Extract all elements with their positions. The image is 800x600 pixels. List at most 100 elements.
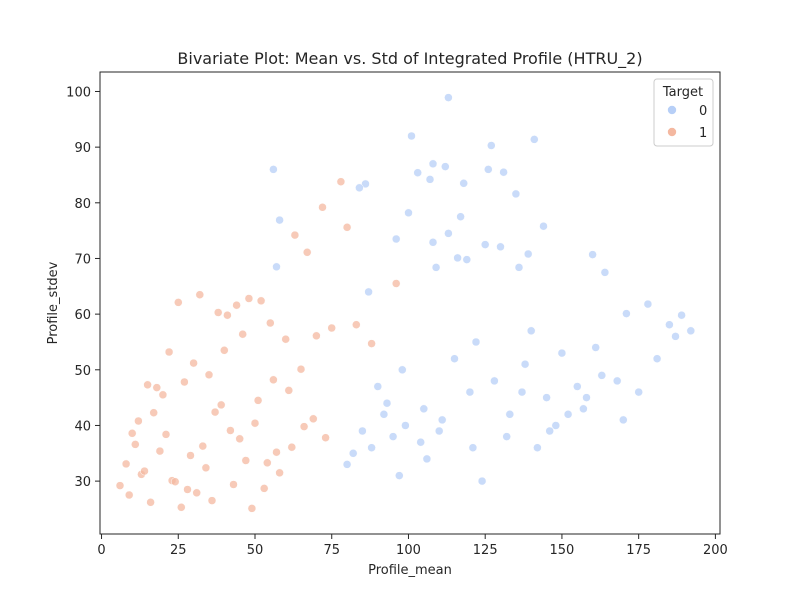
scatter-point-target-1 <box>127 429 137 438</box>
scatter-point-target-1 <box>275 468 284 478</box>
scatter-point-target-0 <box>275 215 284 225</box>
scatter-point-target-1 <box>158 390 168 400</box>
scatter-point-target-1 <box>238 329 247 339</box>
y-tick-label: 100 <box>66 85 91 100</box>
scatter-point-target-1 <box>266 318 275 328</box>
scatter-point-target-1 <box>170 477 180 486</box>
scatter-point-target-1 <box>213 308 223 317</box>
y-tick-label: 70 <box>74 252 91 267</box>
scatter-point-target-1 <box>391 279 401 288</box>
legend-label-0: 0 <box>699 104 707 119</box>
scatter-point-target-0 <box>471 337 481 347</box>
scatter-point-target-0 <box>557 348 567 358</box>
scatter-point-target-1 <box>177 503 186 512</box>
scatter-point-target-0 <box>612 376 622 386</box>
scatter-point-target-0 <box>502 432 511 441</box>
x-tick-label: 0 <box>97 543 105 558</box>
scatter-point-target-0 <box>505 410 515 419</box>
scatter-point-target-0 <box>272 262 281 272</box>
scatter-point-target-0 <box>358 426 367 436</box>
scatter-point-target-0 <box>597 371 607 380</box>
scatter-point-target-0 <box>671 332 680 341</box>
scatter-point-target-1 <box>259 484 269 493</box>
scatter-point-target-0 <box>395 471 404 480</box>
scatter-point-target-1 <box>134 416 143 426</box>
scatter-point-target-0 <box>591 343 600 352</box>
scatter-point-target-0 <box>431 263 441 272</box>
scatter-point-target-0 <box>444 229 453 238</box>
scatter-point-target-0 <box>465 387 475 397</box>
scatter-point-target-0 <box>677 310 686 320</box>
legend-title: Target <box>662 85 703 100</box>
scatter-point-target-0 <box>520 359 530 369</box>
scatter-point-target-0 <box>398 365 407 375</box>
scatter-point-target-0 <box>517 387 527 397</box>
scatter-point-target-0 <box>652 354 662 363</box>
scatter-point-target-1 <box>244 294 254 303</box>
scatter-point-target-0 <box>487 141 496 150</box>
chart-title: Bivariate Plot: Mean vs. Std of Integrat… <box>177 49 642 69</box>
x-tick-label: 200 <box>703 543 728 558</box>
plot-frame <box>99 71 721 535</box>
scatter-point-target-0 <box>367 443 376 452</box>
scatter-point-target-0 <box>355 183 364 193</box>
scatter-point-target-0 <box>388 432 398 441</box>
scatter-point-target-0 <box>496 242 505 252</box>
scatter-point-target-0 <box>401 421 410 430</box>
scatter-point-target-1 <box>318 203 327 212</box>
scatter-point-target-1 <box>207 496 217 505</box>
scatter-point-target-0 <box>484 165 493 174</box>
scatter-point-target-1 <box>367 339 376 348</box>
scatter-point-target-1 <box>186 451 195 460</box>
scatter-point-target-1 <box>161 430 171 439</box>
scatter-point-target-1 <box>321 433 330 442</box>
scatter-point-target-1 <box>269 375 278 385</box>
scatter-point-target-0 <box>480 240 490 249</box>
scatter-point-target-1 <box>352 320 361 329</box>
scatter-point-target-0 <box>450 354 459 363</box>
scatter-point-target-0 <box>468 443 478 452</box>
scatter-point-target-0 <box>373 382 383 391</box>
scatter-point-target-0 <box>545 426 554 436</box>
scatter-point-target-0 <box>382 398 392 408</box>
scatter-point-target-0 <box>361 179 370 189</box>
y-tick-label: 30 <box>74 475 91 490</box>
scatter-point-target-1 <box>241 456 251 465</box>
scatter-point-target-1 <box>253 396 263 405</box>
y-tick-label: 90 <box>74 141 91 156</box>
scatter-point-target-1 <box>296 364 306 374</box>
scatter-point-target-0 <box>588 250 597 259</box>
x-tick-label: 75 <box>323 543 340 558</box>
scatter-point-target-1 <box>121 459 131 469</box>
scatter-point-target-1 <box>204 370 214 380</box>
scatter-point-target-0 <box>462 255 472 264</box>
scatter-point-target-0 <box>379 410 389 419</box>
y-axis-ticks: 30 40 50 60 70 80 90 100 <box>66 85 100 490</box>
scatter-point-target-1 <box>256 296 266 306</box>
scatter-point-target-0 <box>579 404 588 414</box>
scatter-point-target-0 <box>413 168 422 177</box>
legend-marker-0 <box>667 105 677 115</box>
scatter-point-target-1 <box>195 290 205 299</box>
legend: Target 0 1 <box>653 78 714 147</box>
scatter-point-target-1 <box>327 323 336 333</box>
scatter-point-target-1 <box>174 298 183 307</box>
scatter-point-target-1 <box>192 488 201 498</box>
y-tick-label: 80 <box>74 197 91 212</box>
legend-marker-1 <box>667 127 677 137</box>
scatter-point-target-1 <box>299 422 309 431</box>
scatter-point-target-1 <box>232 300 241 310</box>
scatter-point-target-1 <box>290 230 300 240</box>
scatter-point-target-0 <box>665 320 674 329</box>
scatter-point-target-1 <box>140 466 149 476</box>
scatter-point-target-1 <box>229 480 238 489</box>
scatter-point-target-0 <box>551 421 561 430</box>
scatter-point-target-1 <box>302 248 312 257</box>
scatter-point-target-1 <box>284 386 294 395</box>
scatter-point-target-0 <box>348 449 358 458</box>
scatter-point-target-0 <box>573 382 582 391</box>
x-tick-label: 125 <box>473 543 498 558</box>
scatter-point-target-1 <box>342 223 352 232</box>
scatter-point-target-1 <box>281 334 290 344</box>
y-tick-label: 50 <box>74 364 91 379</box>
